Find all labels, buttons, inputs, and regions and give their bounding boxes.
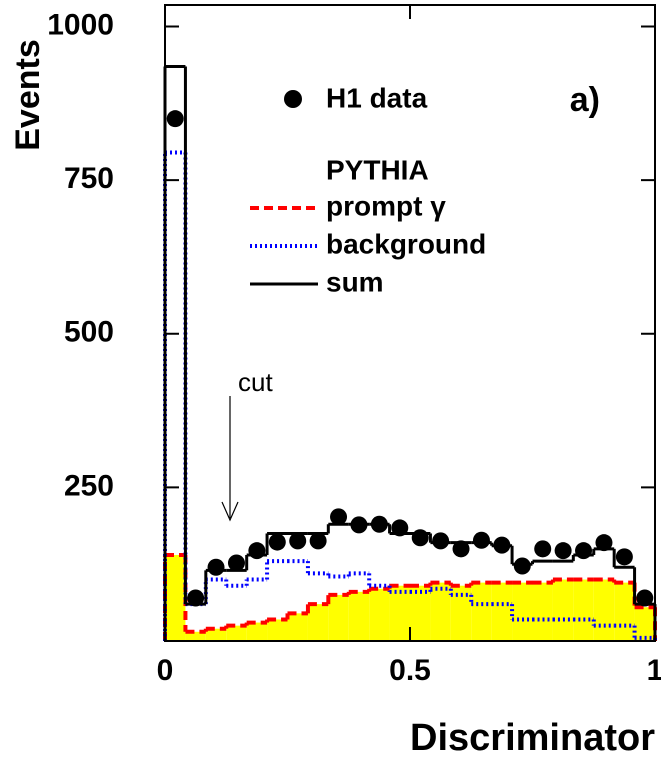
data-point [575,542,593,560]
hist-fill [185,631,206,641]
hist-fill [348,591,370,641]
x-tick-label: 0.5 [389,654,431,687]
x-axis-label: Discriminator [410,717,655,759]
hist-fill [573,579,594,641]
legend-label: H1 data [326,82,428,113]
data-point [207,558,225,576]
hist-fill [165,554,186,641]
hist-fill [430,582,451,641]
data-point [248,542,266,560]
legend-label: prompt γ [326,190,446,221]
hist-fill [267,619,288,641]
hist-fill [205,628,227,641]
hist-fill [512,582,533,641]
data-point [534,540,552,558]
hist-fill [410,585,431,641]
hist-fill [593,579,615,641]
cut-label: cut [238,367,273,397]
hist-fill [287,613,308,641]
data-point [187,589,205,607]
cut-arrow-head [221,501,239,522]
data-point [554,542,572,560]
data-point [289,532,307,550]
legend-marker [284,90,302,108]
legend-title: PYTHIA [326,154,429,185]
data-point [309,532,327,550]
hist-fill [369,588,390,641]
hist-fill [491,582,513,641]
data-point [513,557,531,575]
hist-fill [552,579,574,641]
y-axis-label: Events [9,39,47,151]
data-point [452,540,470,558]
y-tick-label: 250 [64,469,114,502]
hist-fill [532,582,553,641]
hist-fill [614,582,635,641]
data-point [472,531,490,549]
panel-label: a) [570,81,600,119]
hist-fill [328,594,349,641]
y-tick-label: 500 [64,316,114,349]
hist-fill [226,625,247,641]
x-tick-label: 0 [157,654,174,687]
data-point [636,589,654,607]
y-tick-label: 750 [64,162,114,195]
data-point [391,519,409,537]
hist-fill [450,585,472,641]
data-point [330,508,348,526]
hist-fill [634,607,655,641]
hist-fill [471,582,492,641]
hist-fill [389,585,410,641]
data-point [595,534,613,552]
data-point [166,110,184,128]
hist-fill [307,604,329,641]
data-point [432,532,450,550]
legend-label: background [326,228,486,259]
data-point [370,515,388,533]
data-point [493,536,511,554]
hist-fill [246,622,268,641]
data-point [268,533,286,551]
y-tick-label: 1000 [47,8,114,41]
data-point [615,548,633,566]
data-point [227,554,245,572]
x-tick-label: 1 [647,654,661,687]
legend-label: sum [326,266,384,297]
data-point [411,529,429,547]
data-point [350,516,368,534]
